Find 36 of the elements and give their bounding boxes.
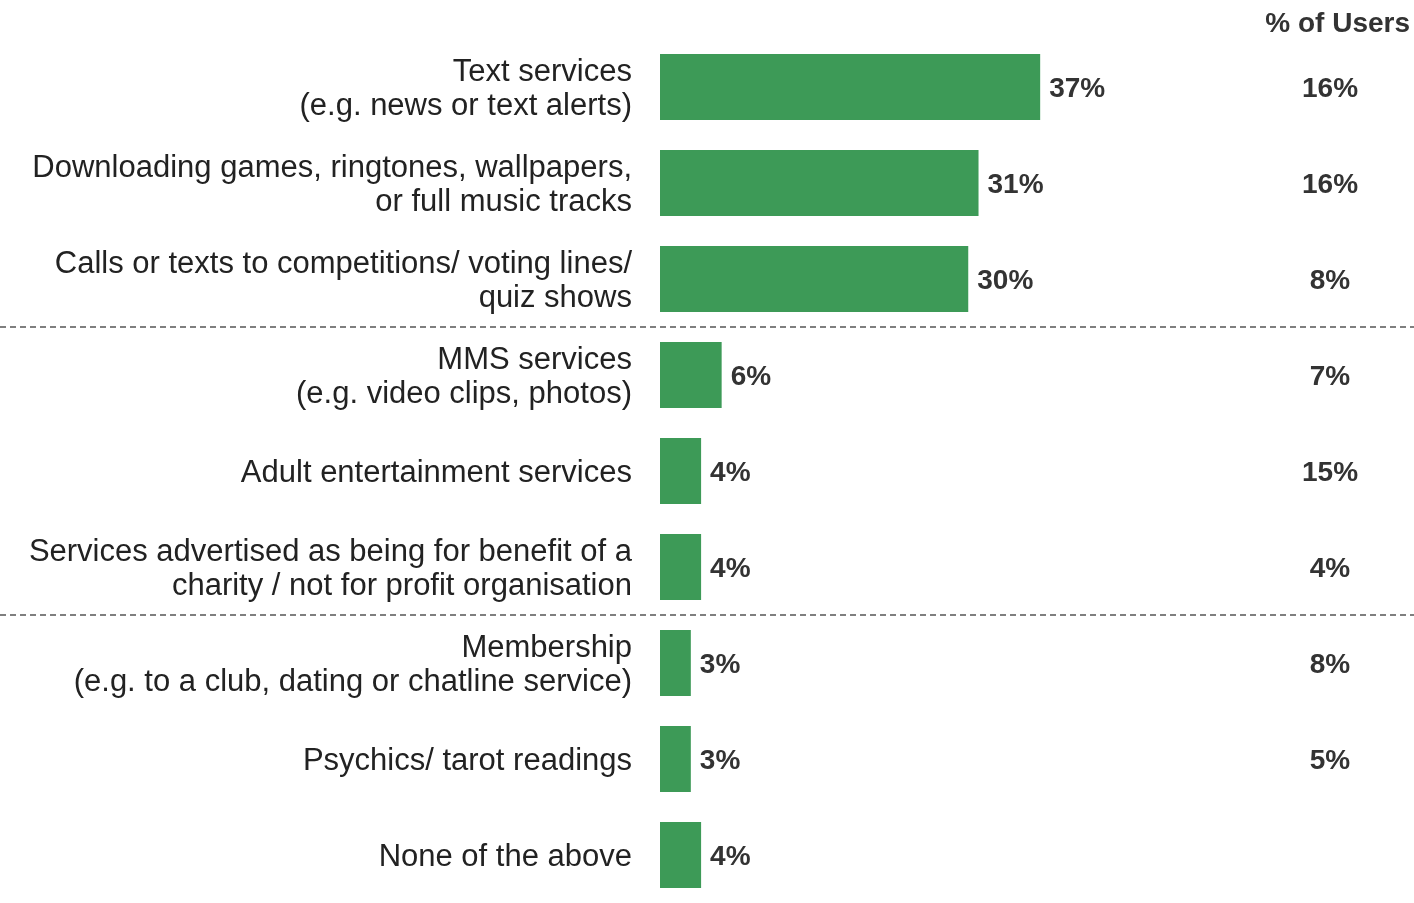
y-tick-label: Psychics/ tarot readings: [302, 741, 632, 777]
data-label: 37%: [1049, 71, 1106, 103]
data-label: 6%: [730, 359, 772, 391]
text: 8%: [1309, 263, 1351, 295]
bar: [660, 341, 722, 409]
text: 15%: [1301, 455, 1359, 487]
y-tick-label: Text services (e.g. news or text alerts): [299, 52, 632, 122]
bar: [660, 821, 702, 889]
y-tick-label: Membership (e.g. to a club, dating or chatline service): [73, 628, 632, 698]
bar: [660, 437, 702, 505]
data-label: 31%: [987, 167, 1044, 199]
bar: [660, 149, 979, 217]
text: % of Users: [1265, 6, 1410, 38]
text: 8%: [1309, 647, 1351, 679]
text: 4%: [1309, 551, 1351, 583]
y-tick-label: Downloading games, ringtones, wallpapers, or full music tracks: [32, 148, 632, 218]
bar: [660, 53, 1041, 121]
data-label: 30%: [977, 263, 1034, 295]
bar: [660, 533, 702, 601]
bar: [660, 725, 691, 793]
y-tick-label: Services advertised as being for benefit of a charity / not for profit organisation: [28, 532, 633, 602]
bar: [660, 629, 691, 697]
text: 16%: [1301, 167, 1359, 199]
y-tick-label: MMS services (e.g. video clips, photos): [295, 340, 632, 410]
text: 5%: [1309, 743, 1351, 775]
y-tick-label: Adult entertainment services: [240, 453, 632, 489]
y-tick-label: None of the above: [378, 837, 632, 873]
y-tick-label: Calls or texts to competitions/ voting lines/ quiz shows: [54, 244, 633, 314]
text: 16%: [1301, 71, 1359, 103]
data-label: 3%: [699, 743, 741, 775]
data-label: 4%: [710, 455, 751, 487]
text: 7%: [1309, 359, 1351, 391]
data-label: 4%: [710, 839, 751, 871]
bar: [660, 245, 969, 313]
data-label: 3%: [699, 647, 741, 679]
data-label: 4%: [710, 551, 751, 583]
